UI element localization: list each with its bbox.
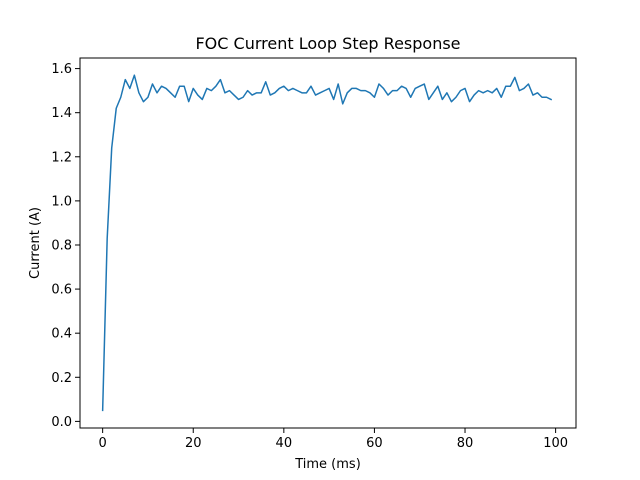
series-line bbox=[101, 74, 553, 412]
x-axis-label: Time (ms) bbox=[294, 457, 361, 472]
x-tick-label: 100 bbox=[543, 436, 568, 451]
y-tick-label: 1.0 bbox=[51, 194, 72, 209]
chart-title: FOC Current Loop Step Response bbox=[195, 34, 460, 53]
plot-area bbox=[80, 58, 576, 428]
y-tick-label: 0.8 bbox=[51, 238, 72, 253]
x-tick-label: 60 bbox=[366, 436, 383, 451]
y-tick-label: 0.2 bbox=[51, 371, 72, 386]
y-tick-label: 0.4 bbox=[51, 327, 72, 342]
series-layer bbox=[101, 74, 553, 412]
x-tick-label: 20 bbox=[185, 436, 202, 451]
x-tick-label: 0 bbox=[99, 436, 107, 451]
x-tick-label: 80 bbox=[457, 436, 474, 451]
ticks-layer: 0 20 40 60 80 100 0.0 0.2 0.4 0.6 0.8 1.0 1.2 1.4 1.6 bbox=[51, 62, 568, 451]
y-axis-label: Current (A) bbox=[28, 207, 43, 279]
y-tick-label: 0.0 bbox=[51, 415, 72, 430]
y-tick-label: 1.2 bbox=[51, 150, 72, 165]
axes-frame bbox=[79, 57, 577, 429]
y-tick-label: 1.6 bbox=[51, 62, 72, 77]
x-tick-label: 40 bbox=[276, 436, 293, 451]
y-tick-label: 0.6 bbox=[51, 283, 72, 298]
y-tick-label: 1.4 bbox=[51, 106, 72, 121]
